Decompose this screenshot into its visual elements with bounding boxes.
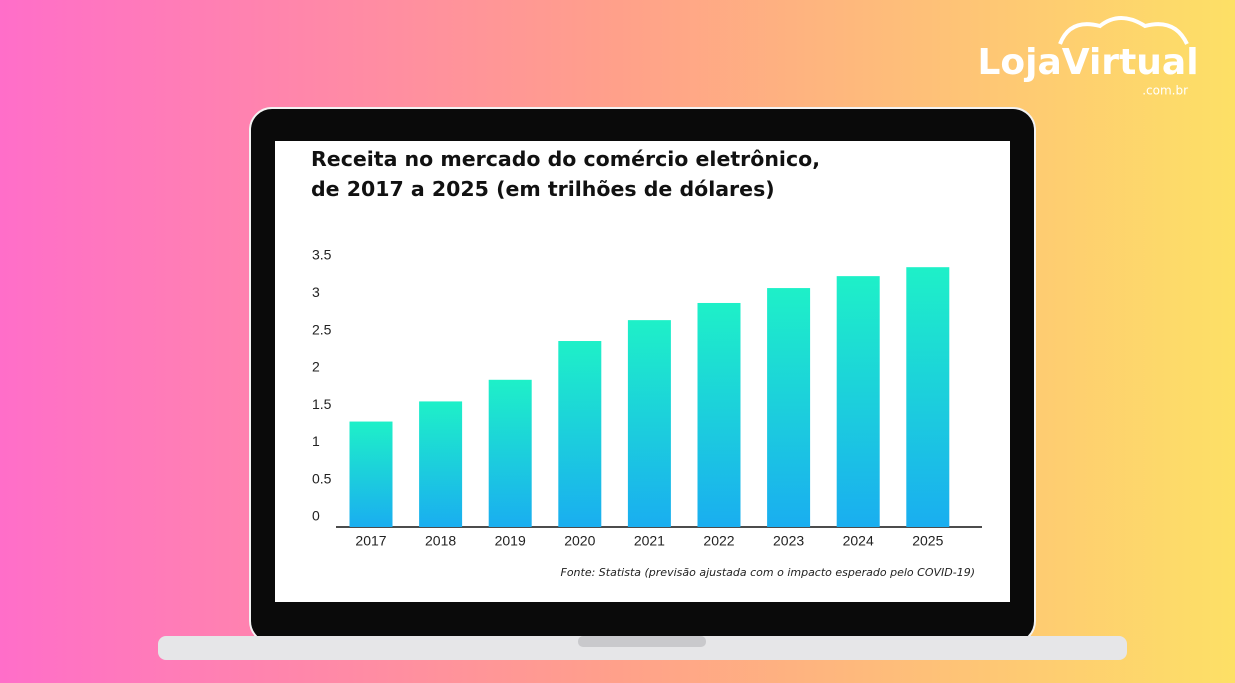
y-tick-label: 2.5 [312, 321, 332, 337]
bar [697, 302, 741, 527]
source-note: Fonte: Statista (previsão ajustada com o… [561, 566, 976, 579]
x-tick-label: 2020 [564, 533, 595, 549]
x-tick-label: 2019 [495, 533, 526, 549]
logo-name: LojaVirtual [977, 42, 1198, 83]
bar [419, 401, 463, 527]
bar [836, 276, 880, 527]
logo-domain: .com.br [1142, 84, 1188, 98]
x-tick-label: 2021 [634, 533, 665, 549]
x-tick-label: 2018 [425, 533, 456, 549]
plot: 0 0.5 1 1.5 2 2.5 3 3.5 2017 2018 2019 2020 2021 2022… [312, 247, 982, 549]
y-tick-label: 1 [312, 433, 320, 449]
title-box: Receita no mercado do comércio eletrônic… [311, 147, 820, 201]
bar [906, 267, 950, 527]
x-tick-label: 2024 [843, 533, 874, 549]
x-tick-label: 2023 [773, 533, 804, 549]
y-tick-label: 3 [312, 284, 320, 300]
x-tick-label: 2022 [703, 533, 734, 549]
bar [767, 288, 811, 527]
chart-title: Receita no mercado do comércio eletrônic… [311, 147, 820, 201]
y-tick-label: 1.5 [312, 396, 332, 412]
bar [627, 320, 671, 527]
bar [558, 341, 602, 527]
logo-cloud [1058, 16, 1189, 45]
y-tick-label: 2 [312, 359, 320, 375]
y-tick-label: 0.5 [312, 470, 332, 486]
y-tick-label: 0 [312, 508, 320, 524]
bar [349, 421, 393, 527]
x-tick-label: 2025 [912, 533, 943, 549]
laptop-notch [578, 636, 706, 647]
x-tick-label: 2017 [355, 533, 386, 549]
y-tick-label: 3.5 [312, 247, 332, 263]
laptop-base [158, 636, 1127, 660]
bar [488, 379, 532, 527]
